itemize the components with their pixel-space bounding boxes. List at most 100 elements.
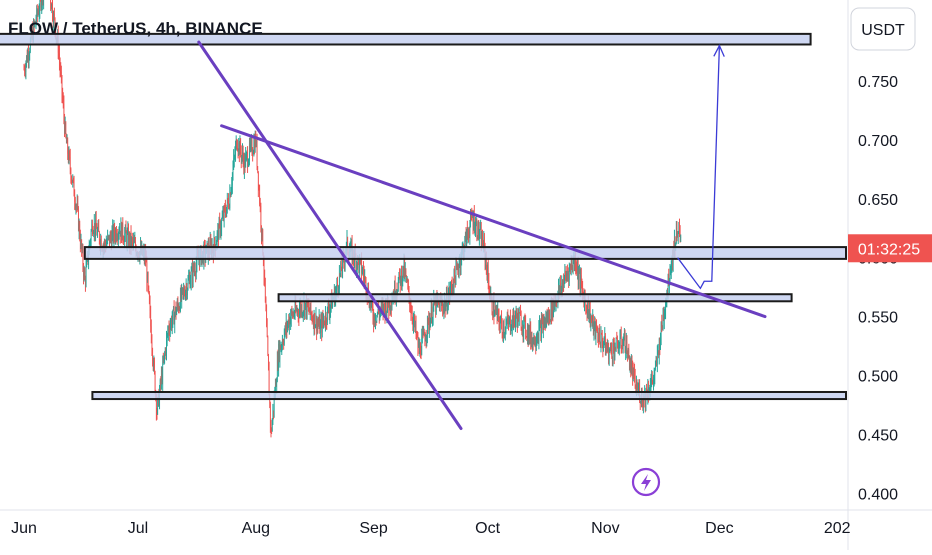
candle-body [94,223,96,234]
candle-body [680,236,682,238]
candle-body [220,228,222,234]
candle-body [590,318,592,325]
candle-body [386,310,388,317]
candle-body [248,159,250,165]
candle-body [428,318,429,329]
candle-body [619,337,621,346]
candle-body [281,346,283,348]
candle-body [508,320,509,324]
candle-body [610,344,612,351]
candle-body [512,317,513,329]
candle-body [459,259,461,265]
candle-body [424,336,426,342]
candle-body [408,287,410,297]
trendline[interactable] [197,40,463,431]
candle-body [182,288,183,290]
time-scale[interactable]: Jun Jul Aug Sep Oct Nov Dec 202 [0,509,932,537]
candle-body [304,301,305,315]
currency-button[interactable] [850,7,916,51]
support-resistance-zone[interactable] [0,32,812,46]
candle-body [494,315,495,317]
candle-body [530,326,531,343]
candle-body [300,305,302,313]
candle-body [550,320,551,322]
candle-body [540,323,542,338]
candle-body [391,301,393,308]
candle-body [95,219,96,234]
candle-body [495,309,497,311]
candle-body [313,313,315,327]
candle-body [659,339,661,349]
candle-body [235,145,236,156]
projection-path[interactable] [677,45,721,290]
candle-body [249,143,251,148]
candle-body [322,316,323,333]
candle-body [163,361,164,363]
candle-body [597,332,599,338]
candle-body [125,227,127,234]
candle-body [617,338,618,346]
candle-body [650,384,651,392]
candle-body [536,340,537,346]
candle-body [227,198,229,202]
candle-body [175,307,177,315]
candle-body [121,223,122,241]
candle-body [294,303,296,316]
candle-body [92,231,94,234]
candle-body [564,272,566,281]
candle-body [231,185,233,190]
candle-body [593,323,595,332]
candle-body [150,310,151,327]
candle-body [337,282,338,286]
candle-body [228,201,229,207]
candle-body [553,301,554,315]
candle-body [227,198,228,207]
candle-body [517,317,518,326]
candle-body [663,314,664,320]
candle-body [672,256,673,265]
candle-body [492,312,493,317]
support-resistance-zone[interactable] [91,390,847,401]
candle-body [435,299,436,312]
candle-body [429,321,430,329]
candle-body [181,288,182,300]
y-tick-label: 0.550 [858,310,898,327]
candle-body [125,227,126,234]
candle-body [523,320,524,334]
candle-body [375,321,376,323]
candle-body [97,230,98,236]
candle-body [307,299,309,307]
candle-body [178,305,179,310]
candle-body [546,315,547,321]
candle-body [579,271,581,288]
candle-body [377,313,378,316]
candle-body [256,141,257,145]
candle-body [655,360,657,366]
candle-body [232,173,233,186]
candle-body [109,235,110,244]
candle-body [596,323,597,331]
candle-body [468,232,469,236]
support-resistance-zone[interactable] [277,293,793,303]
lightning-icon[interactable] [631,467,661,497]
candle-body [429,321,431,328]
candle-body [614,348,616,357]
candle-body [529,326,531,339]
candle-body [396,291,398,293]
candle-body [478,222,480,237]
candle-body [482,235,483,245]
candle-body [664,312,666,316]
candle-body [147,274,148,283]
candle-body [374,314,376,323]
candle-body [670,268,672,272]
candle-body [679,231,681,238]
candle-body [363,274,365,281]
trendline[interactable] [220,124,767,319]
candle-body [308,306,310,311]
candle-body [389,300,390,311]
candle-body [466,229,467,246]
support-resistance-zone[interactable] [83,246,848,260]
price-scale[interactable]: USDT 0.4000.4500.5000.5500.6000.6500.700… [847,0,932,550]
